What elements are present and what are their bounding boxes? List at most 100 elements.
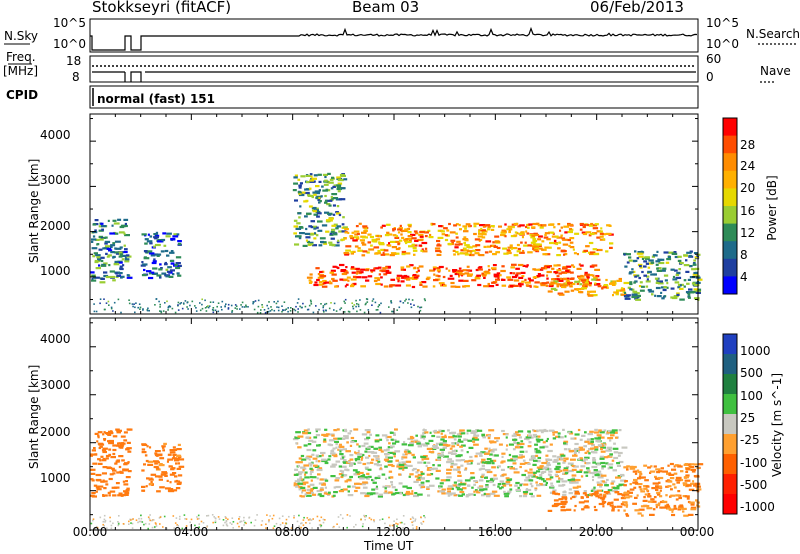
- heatmap-cell: [344, 298, 347, 301]
- heatmap-cell: [473, 483, 476, 486]
- heatmap-cell: [331, 228, 336, 231]
- heatmap-cell: [689, 501, 695, 504]
- heatmap-cell: [496, 246, 501, 250]
- heatmap-cell: [487, 282, 490, 286]
- heatmap-cell: [452, 249, 456, 252]
- heatmap-cell: [644, 256, 650, 259]
- heatmap-cell: [113, 251, 119, 254]
- heatmap-cell: [384, 453, 390, 456]
- heatmap-cell: [488, 268, 491, 271]
- heatmap-cell: [621, 287, 624, 290]
- heatmap-cell: [591, 264, 598, 267]
- heatmap-cell: [531, 475, 536, 478]
- heatmap-cell: [139, 306, 142, 309]
- heatmap-cell: [475, 268, 479, 272]
- heatmap-cell: [644, 493, 648, 496]
- heatmap-cell: [594, 268, 600, 271]
- heatmap-cell: [363, 442, 369, 445]
- heatmap-cell: [319, 523, 322, 526]
- heatmap-cell: [549, 241, 554, 245]
- heatmap-cell: [166, 300, 168, 303]
- heatmap-cell: [304, 476, 310, 479]
- heatmap-cell: [160, 250, 165, 253]
- heatmap-cell: [628, 256, 632, 259]
- heatmap-cell: [677, 259, 682, 262]
- heatmap-cell: [504, 235, 507, 238]
- heatmap-cell: [497, 483, 501, 486]
- heatmap-cell: [213, 516, 215, 518]
- heatmap-cell: [346, 526, 348, 529]
- heatmap-cell: [147, 233, 150, 236]
- nsky-trace: [90, 26, 698, 51]
- heatmap-cell: [337, 179, 344, 182]
- heatmap-cell: [688, 463, 691, 466]
- heatmap-cell: [100, 237, 104, 240]
- heatmap-cell: [385, 485, 390, 488]
- heatmap-cell: [107, 254, 112, 257]
- heatmap-cell: [438, 225, 443, 228]
- heatmap-cell: [523, 244, 529, 247]
- heatmap-cell: [546, 270, 552, 274]
- colorbar-swatch: [723, 276, 737, 295]
- heatmap-cell: [553, 239, 557, 242]
- heatmap-cell: [323, 438, 327, 441]
- heatmap-cell: [326, 219, 331, 222]
- heatmap-cell: [387, 463, 394, 467]
- heatmap-cell: [319, 525, 322, 528]
- heatmap-cell: [320, 451, 326, 455]
- heatmap-cell: [484, 447, 488, 450]
- heatmap-cell: [159, 486, 165, 489]
- heatmap-cell: [332, 185, 336, 188]
- heatmap-cell: [670, 296, 675, 299]
- heatmap-cell: [100, 264, 107, 267]
- heatmap-cell: [297, 435, 304, 438]
- heatmap-cell: [584, 440, 590, 443]
- heatmap-cell: [493, 494, 500, 497]
- heatmap-cell: [501, 429, 505, 433]
- heatmap-cell: [155, 298, 158, 300]
- heatmap-cell: [149, 242, 153, 245]
- heatmap-cell: [484, 476, 488, 479]
- heatmap-cell: [404, 450, 407, 453]
- heatmap-cell: [344, 285, 347, 288]
- heatmap-cell: [488, 450, 491, 453]
- heatmap-cell: [665, 485, 669, 488]
- heatmap-cell: [117, 218, 122, 221]
- heatmap-cell: [567, 431, 571, 434]
- heatmap-cell: [99, 298, 102, 300]
- heatmap-cell: [451, 445, 456, 448]
- heatmap-cell: [93, 484, 98, 487]
- heatmap-cell: [400, 266, 405, 269]
- heatmap-cell: [672, 275, 675, 279]
- heatmap-cell: [112, 255, 116, 258]
- heatmap-cell: [665, 261, 670, 264]
- heatmap-cell: [366, 462, 370, 465]
- heatmap-cell: [456, 240, 461, 243]
- heatmap-cell: [351, 302, 353, 304]
- heatmap-cell: [437, 236, 444, 239]
- heatmap-cell: [370, 270, 374, 273]
- heatmap-cell: [102, 447, 108, 450]
- heatmap-cell: [313, 436, 318, 439]
- heatmap-cell: [694, 482, 701, 485]
- heatmap-cell: [118, 522, 120, 524]
- heatmap-cell: [159, 303, 161, 306]
- heatmap-cell: [646, 275, 650, 278]
- heatmap-cell: [439, 442, 443, 445]
- heatmap-cell: [305, 436, 310, 439]
- heatmap-cell: [545, 481, 548, 485]
- heatmap-cell: [513, 222, 518, 226]
- cpid-label: CPID: [6, 88, 39, 102]
- heatmap-cell: [478, 452, 483, 455]
- heatmap-cell: [397, 231, 401, 234]
- heatmap-cell: [311, 177, 317, 180]
- heatmap-cell: [617, 454, 621, 457]
- nave-tick-bottom: 0: [706, 70, 714, 84]
- heatmap-cell: [352, 250, 356, 253]
- heatmap-cell: [169, 251, 175, 254]
- heatmap-cell: [292, 189, 297, 192]
- heatmap-cell: [546, 458, 553, 461]
- heatmap-cell: [588, 282, 592, 285]
- heatmap-cell: [364, 518, 366, 521]
- heatmap-cell: [377, 305, 380, 308]
